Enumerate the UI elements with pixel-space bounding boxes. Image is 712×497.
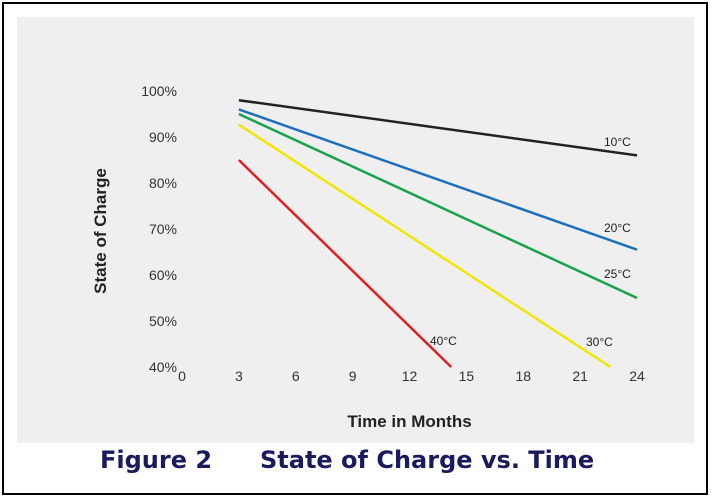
y-tick-label: 40% [149, 359, 177, 375]
x-tick-label: 18 [515, 368, 531, 384]
series-line-30C [238, 123, 612, 369]
x-tick-label: 24 [629, 368, 645, 384]
state-of-charge-chart: 0 3 6 9 12 15 18 21 24 40% 50% 60% 70% 80% 90% 100% 10°… [91, 83, 645, 431]
series-line-20C [238, 108, 638, 251]
x-tick-label: 6 [292, 368, 300, 384]
y-tick-label: 50% [149, 313, 177, 329]
y-tick-label: 60% [149, 267, 177, 283]
series-label: 10°C [604, 135, 631, 149]
x-axis-title: Time in Months [347, 412, 471, 431]
series-label: 20°C [604, 221, 631, 235]
y-axis-title: State of Charge [91, 168, 110, 294]
series-label: 25°C [604, 267, 631, 281]
series-line-25C [238, 112, 638, 300]
figure-caption: Figure 2 State of Charge vs. Time [0, 440, 712, 490]
x-tick-label: 9 [349, 368, 357, 384]
y-tick-label: 100% [141, 83, 177, 99]
x-tick-label: 21 [572, 368, 588, 384]
series-line-40C [238, 159, 453, 368]
y-tick-label: 90% [149, 129, 177, 145]
figure-title: State of Charge vs. Time [260, 446, 595, 474]
x-tick-label: 15 [459, 368, 475, 384]
x-tick-label: 3 [235, 368, 243, 384]
x-tick-label: 0 [178, 368, 186, 384]
figure-number: Figure 2 [100, 446, 213, 474]
y-tick-label: 70% [149, 221, 177, 237]
series-label: 40°C [430, 334, 457, 348]
x-tick-label: 12 [402, 368, 418, 384]
y-tick-label: 80% [149, 175, 177, 191]
series-line-10C [238, 98, 638, 157]
series-label: 30°C [586, 335, 613, 349]
